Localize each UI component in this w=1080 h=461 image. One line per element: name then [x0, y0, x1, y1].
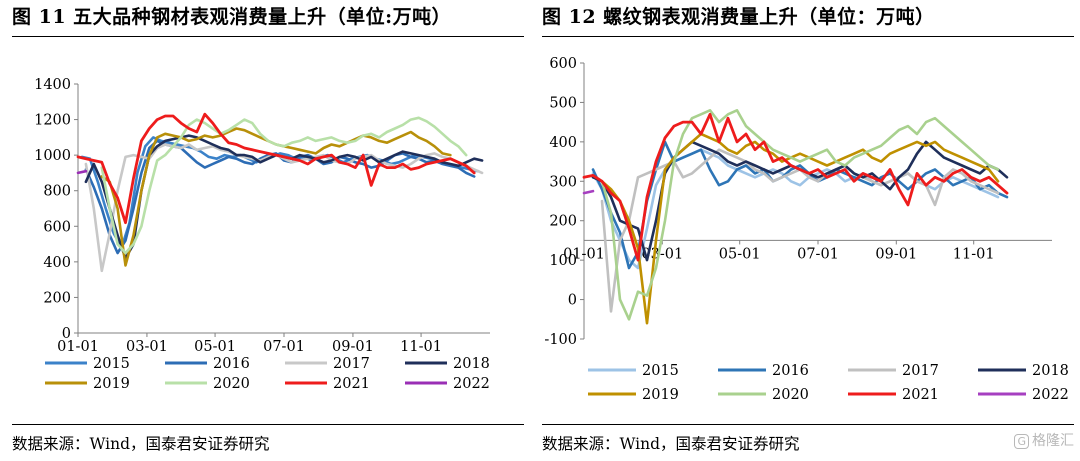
- left-x-tick-label: 01-01: [57, 339, 99, 355]
- right-y-tick-label: 400: [549, 135, 577, 151]
- right-series-line-2020: [600, 109, 1000, 321]
- right-legend-label-2022: 2022: [1032, 387, 1069, 403]
- left-legend-label-2015: 2015: [93, 356, 130, 372]
- left-series-line-2021: [76, 112, 476, 225]
- left-series-line-2017: [84, 143, 484, 273]
- right-y-tick-label: 500: [549, 95, 577, 111]
- left-y-tick-label: 800: [43, 184, 71, 200]
- left-legend-label-2020: 2020: [213, 376, 250, 392]
- right-y-tick-label: 600: [549, 56, 577, 72]
- right-series-line-2015: [591, 148, 1000, 270]
- right-legend-label-2017: 2017: [902, 363, 939, 379]
- left-x-tick-label: 09-01: [332, 339, 374, 355]
- right-legend-label-2018: 2018: [1032, 363, 1069, 379]
- right-y-tick-label: -100: [544, 332, 577, 348]
- right-x-tick-label: 01-01: [563, 246, 605, 262]
- left-y-tick-label: 200: [43, 290, 71, 306]
- right-series-line-2021: [582, 112, 1009, 262]
- left-legend-label-2022: 2022: [453, 376, 490, 392]
- right-source-note: 数据来源：Wind，国泰君安证券研究: [542, 435, 800, 453]
- right-y-tick-label: 200: [549, 214, 577, 230]
- left-x-tick-label: 03-01: [126, 339, 168, 355]
- right-x-tick-label: 03-01: [641, 246, 683, 262]
- left-legend-label-2018: 2018: [453, 356, 490, 372]
- left-y-tick-label: 600: [43, 219, 71, 235]
- left-legend-label-2016: 2016: [213, 356, 250, 372]
- left-x-tick-label: 11-01: [400, 339, 442, 355]
- left-y-tick-label: 1200: [34, 113, 71, 129]
- right-series-line-2019: [600, 132, 1000, 325]
- right-line-chart: -100 0 100 200 300 400 500 600 01-01 03-01 05-01 07…: [544, 56, 1069, 403]
- right-series-line-2022: [582, 189, 595, 195]
- right-bottom-rule: [542, 424, 1074, 425]
- right-x-tick-label: 05-01: [719, 246, 761, 262]
- right-chart-panel: 图 12 螺纹钢表观消费量上升（单位：万吨） -100 0 100 200 300 400…: [530, 0, 1080, 461]
- left-series-line-2022: [76, 169, 88, 175]
- left-legend-label-2021: 2021: [333, 376, 370, 392]
- left-y-tick-label: 400: [43, 255, 71, 271]
- left-line-chart: 0 200 400 600 800 1000 1200 1400 01-01 03-01 05-01…: [34, 77, 490, 392]
- right-series-line-2016: [591, 140, 1009, 270]
- right-legend-label-2021: 2021: [902, 387, 939, 403]
- right-legend-label-2016: 2016: [772, 363, 809, 379]
- left-x-tick-label: 05-01: [194, 339, 236, 355]
- right-x-tick-label: 07-01: [797, 246, 839, 262]
- left-legend-label-2019: 2019: [93, 376, 130, 392]
- left-chart-panel: 图 11 五大品种钢材表观消费量上升（单位:万吨） 0 200 400 600 800 1…: [0, 0, 530, 461]
- watermark-logo-icon: G: [1014, 434, 1029, 449]
- right-x-tick-label: 11-01: [953, 246, 995, 262]
- left-bottom-rule: [12, 424, 524, 425]
- right-legend-label-2019: 2019: [642, 387, 679, 403]
- right-top-rule: [542, 36, 1074, 37]
- left-y-tick-label: 1400: [34, 77, 71, 93]
- watermark: G 格隆汇: [1014, 430, 1074, 450]
- left-chart-title: 图 11 五大品种钢材表观消费量上升（单位:万吨）: [12, 6, 452, 28]
- right-y-tick-label: 100: [549, 253, 577, 269]
- left-legend-label-2017: 2017: [333, 356, 370, 372]
- left-y-tick-label: 0: [62, 326, 71, 342]
- right-legend-label-2020: 2020: [772, 387, 809, 403]
- right-y-tick-label: 300: [549, 174, 577, 190]
- right-chart-title: 图 12 螺纹钢表观消费量上升（单位：万吨）: [542, 6, 935, 28]
- right-legend-label-2015: 2015: [642, 363, 679, 379]
- right-y-tick-label: 0: [568, 293, 577, 309]
- left-source-note: 数据来源：Wind，国泰君安证券研究: [12, 435, 270, 453]
- left-y-tick-label: 1000: [34, 148, 71, 164]
- watermark-text: 格隆汇: [1032, 433, 1074, 449]
- right-x-tick-label: 09-01: [875, 246, 917, 262]
- left-series-line-2020: [100, 116, 468, 255]
- left-top-rule: [12, 36, 524, 37]
- left-x-tick-label: 07-01: [263, 339, 305, 355]
